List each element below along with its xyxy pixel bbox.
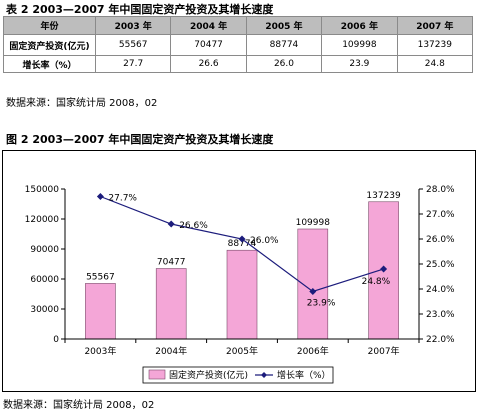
growth-rate-point <box>380 265 388 273</box>
left-tick-label: 150000 <box>25 185 60 195</box>
bar <box>85 283 116 340</box>
legend-label-investment: 固定资产投资(亿元) <box>169 369 248 381</box>
left-tick-label: 0 <box>53 335 59 345</box>
legend-swatch-investment <box>148 369 166 380</box>
growth-rate-label: 24.8% <box>362 277 391 287</box>
growth-rate-label: 26.0% <box>250 236 279 246</box>
table-cell: 137239 <box>396 34 474 56</box>
growth-rate-label: 26.6% <box>179 221 208 231</box>
growth-rate-point <box>238 235 246 243</box>
year-header: 2004 年 <box>170 16 247 35</box>
right-tick-label: 26.0% <box>426 235 455 245</box>
growth-rate-point <box>167 220 175 228</box>
right-tick-label: 22.0% <box>426 335 455 345</box>
year-header: 2006 年 <box>321 16 398 35</box>
growth-rate-point <box>96 193 104 200</box>
bar-value-label: 109998 <box>296 218 331 228</box>
table-cell: 23.9 <box>321 55 398 73</box>
right-tick-label: 27.0% <box>426 210 455 220</box>
x-tick-label: 2007年 <box>368 345 400 357</box>
year-header: 2005 年 <box>245 16 323 35</box>
legend-label-growth: 增长率（%） <box>277 369 331 381</box>
left-tick-label: 30000 <box>30 305 59 315</box>
growth-rate-point <box>309 288 317 295</box>
x-tick-label: 2005年 <box>226 345 258 357</box>
x-tick-label: 2006年 <box>297 345 329 357</box>
figure-source-note: 数据来源：国家统计局 2008，02 <box>3 400 155 411</box>
chart-frame: 55567 70477 88774 109998 137239 0 30000 60000 90… <box>2 150 476 392</box>
table-title: 表 2 2003—2007 年中国固定资产投资及其增长速度 <box>6 3 274 16</box>
right-tick-label: 28.0% <box>426 185 455 195</box>
legend-swatch-growth-marker <box>261 372 267 378</box>
table-corner-header: 年份 <box>3 16 96 35</box>
legend-box <box>142 366 334 384</box>
left-tick-label: 120000 <box>25 215 60 225</box>
table-cell: 24.8 <box>396 55 474 73</box>
row-header-investment: 固定资产投资(亿元) <box>3 34 96 56</box>
right-tick-label: 25.0% <box>426 260 455 270</box>
table-row: 增长率（%） 27.7 26.6 26.0 23.9 24.8 <box>3 55 474 73</box>
table-header-row: 年份 2003 年 2004 年 2005 年 2006 年 2007 年 <box>3 16 474 35</box>
table-cell: 88774 <box>245 34 323 56</box>
bar <box>226 249 258 340</box>
bar-value-label: 70477 <box>157 258 186 268</box>
left-tick-label: 60000 <box>30 275 59 285</box>
growth-rate-label: 27.7% <box>108 194 137 204</box>
table-cell: 109998 <box>321 34 398 56</box>
table-cell: 26.0 <box>245 55 323 73</box>
table-cell: 26.6 <box>170 55 247 73</box>
table-row: 固定资产投资(亿元) 55567 70477 88774 109998 1372… <box>3 34 474 56</box>
left-tick-label: 90000 <box>30 245 59 255</box>
bar-value-label: 88774 <box>228 239 257 249</box>
table-cell: 70477 <box>170 34 247 56</box>
bar-value-label: 55567 <box>86 272 115 282</box>
table-cell: 27.7 <box>94 55 172 73</box>
bar <box>155 268 187 340</box>
x-tick-label: 2004年 <box>155 345 187 357</box>
investment-table: 年份 2003 年 2004 年 2005 年 2006 年 2007 年 固定… <box>3 16 474 73</box>
table-source-note: 数据来源：国家统计局 2008，02 <box>6 98 158 109</box>
x-tick-label: 2003年 <box>84 345 116 357</box>
right-tick-label: 23.0% <box>426 310 455 320</box>
figure-title: 图 2 2003—2007 年中国固定资产投资及其增长速度 <box>6 133 274 146</box>
year-header: 2007 年 <box>396 16 474 35</box>
table-cell: 55567 <box>94 34 172 56</box>
investment-chart: 55567 70477 88774 109998 137239 0 30000 60000 90… <box>25 185 455 384</box>
bar-value-label: 137239 <box>366 191 401 201</box>
row-header-growth-rate: 增长率（%） <box>3 55 96 73</box>
growth-rate-label: 23.9% <box>307 299 336 309</box>
year-header: 2003 年 <box>94 16 172 35</box>
right-tick-label: 24.0% <box>426 285 455 295</box>
